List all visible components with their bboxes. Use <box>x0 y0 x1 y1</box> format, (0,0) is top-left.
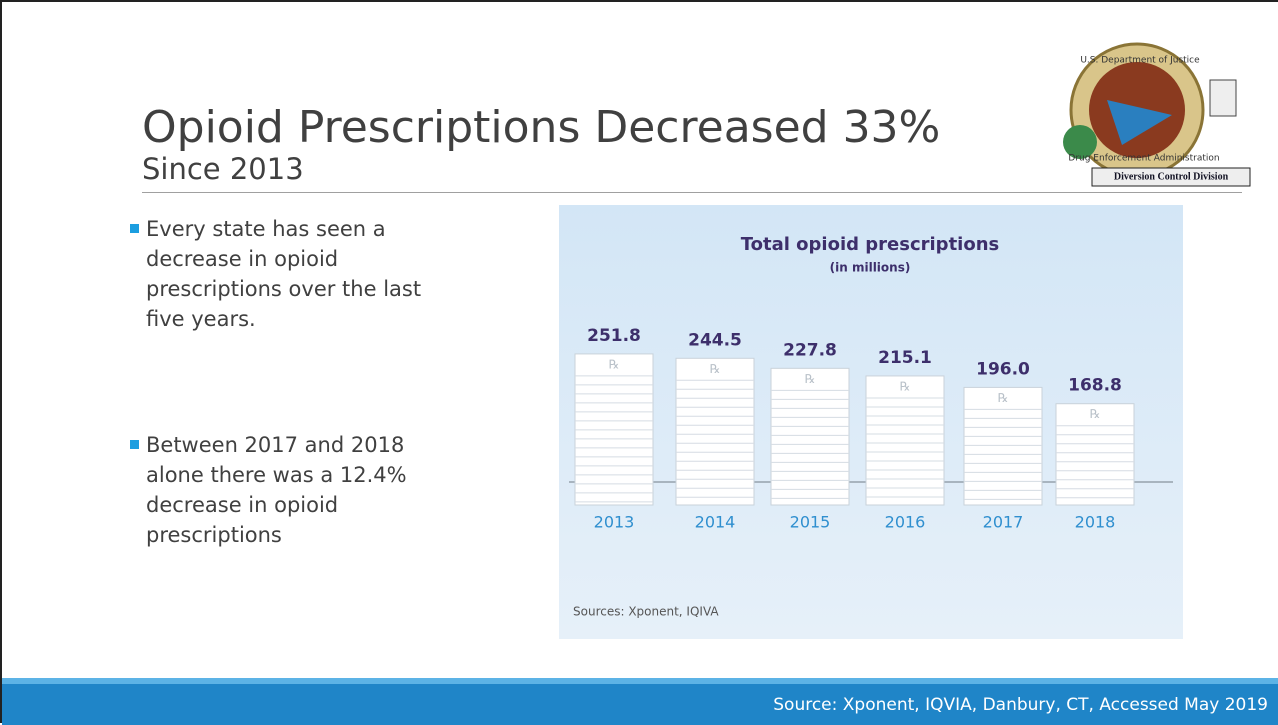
slide-subtitle: Since 2013 <box>142 152 304 186</box>
x-tick-label: 2015 <box>790 513 831 532</box>
rx-symbol: ℞ <box>998 391 1009 405</box>
bar <box>963 386 1043 506</box>
bullet: Every state has seen a decrease in opioi… <box>130 214 446 334</box>
chart-source: Sources: Xponent, IQIVA <box>573 605 719 619</box>
logo-ring-top: U.S. Department of Justice <box>1080 56 1200 66</box>
value-label: 215.1 <box>878 348 932 368</box>
x-tick-label: 2014 <box>695 513 736 532</box>
logo: U.S. Department of Justice Drug Enforcem… <box>1063 42 1251 187</box>
x-tick-label: 2016 <box>885 513 926 532</box>
rx-symbol: ℞ <box>805 372 816 386</box>
bar <box>770 367 850 506</box>
rx-symbol: ℞ <box>609 357 620 371</box>
x-tick-label: 2013 <box>594 513 635 532</box>
value-label: 227.8 <box>783 340 837 360</box>
value-label: 244.5 <box>688 330 742 350</box>
logo-globe <box>1063 125 1097 159</box>
title-rule <box>142 192 1242 193</box>
bar <box>675 357 755 506</box>
bar <box>865 375 945 506</box>
logo-shape <box>1107 100 1172 145</box>
rx-symbol: ℞ <box>900 379 911 393</box>
rx-symbol: ℞ <box>1090 407 1101 421</box>
value-label: 251.8 <box>587 326 641 346</box>
footer-band <box>2 684 1278 725</box>
x-tick-label: 2017 <box>983 513 1024 532</box>
bullet: Between 2017 and 2018 alone there was a … <box>130 430 446 550</box>
footer-text: Source: Xponent, IQVIA, Danbury, CT, Acc… <box>773 695 1268 715</box>
value-label: 168.8 <box>1068 376 1122 396</box>
rx-symbol: ℞ <box>710 362 721 376</box>
chart-title: Total opioid prescriptions <box>741 234 1000 255</box>
logo-rx <box>1209 79 1237 117</box>
bar <box>1055 403 1135 506</box>
logo-banner-text: Diversion Control Division <box>1114 171 1229 182</box>
footer-stripe <box>2 678 1278 684</box>
slide-title: Opioid Prescriptions Decreased 33% <box>142 102 941 153</box>
x-tick-label: 2018 <box>1075 513 1116 532</box>
logo-ring-bottom: Drug Enforcement Administration <box>1068 154 1219 164</box>
value-label: 196.0 <box>976 359 1030 379</box>
chart: Total opioid prescriptions (in millions)… <box>559 205 1183 639</box>
chart-subtitle: (in millions) <box>830 261 911 275</box>
logo-banner <box>1091 167 1251 187</box>
